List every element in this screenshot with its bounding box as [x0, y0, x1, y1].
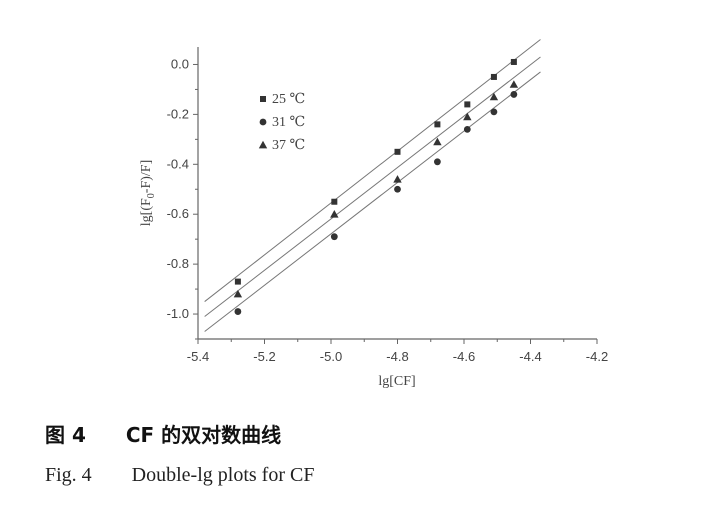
x-tick-label: -5.0: [320, 349, 342, 364]
fit-line: [204, 56, 541, 317]
legend-marker-circle: [259, 118, 267, 126]
legend-label: 25 ℃: [272, 92, 305, 107]
legend-marker-triangle: [258, 140, 268, 149]
x-axis-title: lg[CF]: [378, 374, 415, 389]
data-point-triangle: [509, 80, 519, 88]
data-point-square: [234, 278, 241, 285]
chart-axes: -5.4 -5.2 -5.0 -4.8 -4.6 -4.4 -4.2 0.0 -0.2 -0.4 -…: [167, 47, 608, 364]
legend-marker-square: [260, 96, 266, 102]
data-point-circle: [394, 185, 401, 193]
data-point-circle: [463, 125, 471, 133]
y-tick-label: -1.0: [167, 306, 189, 321]
x-tick-label: -4.8: [386, 349, 408, 364]
data-point-square: [490, 73, 497, 80]
data-point-triangle: [233, 289, 243, 298]
data-point-triangle: [433, 137, 442, 146]
data-point-triangle: [393, 175, 402, 183]
legend: 25 ℃ 31 ℃ 37 ℃: [258, 92, 305, 153]
y-tick-label: -0.2: [167, 106, 189, 121]
data-point-square: [331, 198, 338, 205]
data-point-square: [394, 148, 401, 155]
data-point-circle: [434, 158, 441, 166]
fit-lines: [204, 39, 541, 332]
data-point-square: [510, 58, 517, 65]
y-axis-title: lg[(F0-F)/F]: [139, 160, 157, 226]
legend-label: 37 ℃: [272, 138, 305, 153]
y-tick-label: 0.0: [171, 56, 189, 71]
data-points: [233, 58, 519, 315]
figure-caption-english: Fig. 4 Double-lg plots for CF: [45, 464, 315, 486]
data-point-square: [464, 101, 471, 108]
x-tick-label: -5.4: [187, 349, 209, 364]
double-lg-chart: -5.4 -5.2 -5.0 -4.8 -4.6 -4.4 -4.2 0.0 -0.2 -0.4 -…: [139, 39, 608, 389]
x-tick-label: -4.2: [586, 349, 608, 364]
data-point-circle: [234, 308, 242, 315]
legend-label: 31 ℃: [272, 115, 305, 130]
y-tick-label: -0.8: [167, 256, 189, 271]
fit-line: [204, 39, 541, 302]
x-tick-label: -5.2: [253, 349, 275, 364]
y-tick-label: -0.4: [167, 156, 189, 171]
data-point-triangle: [463, 112, 472, 121]
x-tick-label: -4.6: [453, 349, 475, 364]
fit-line: [204, 71, 541, 332]
x-tick-label: -4.4: [519, 349, 541, 364]
data-point-circle: [330, 233, 338, 241]
data-point-circle: [510, 91, 518, 98]
figure-caption-chinese: 图 4 CF 的双对数曲线: [45, 423, 282, 447]
data-point-circle: [490, 108, 498, 116]
data-point-triangle: [330, 210, 339, 218]
data-point-triangle: [489, 92, 499, 101]
data-point-square: [434, 121, 441, 128]
y-tick-label: -0.6: [167, 206, 189, 221]
